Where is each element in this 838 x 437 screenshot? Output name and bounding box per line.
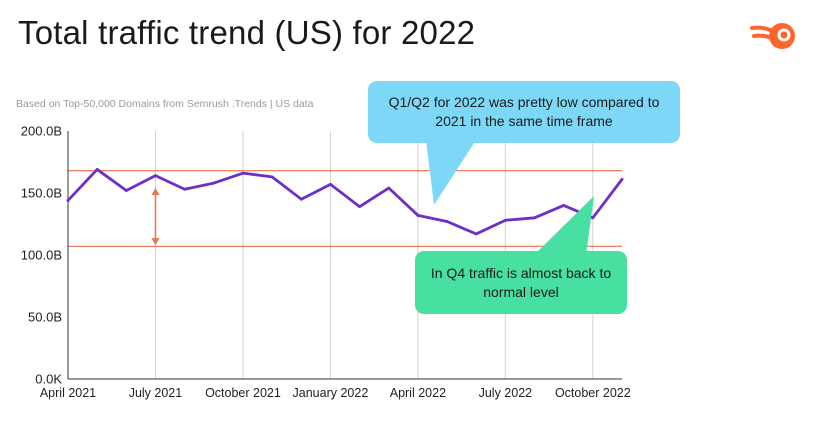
data-point	[329, 182, 332, 186]
annotation-q4-callout: In Q4 traffic is almost back to normal l…	[415, 251, 627, 314]
data-point	[183, 187, 187, 191]
annotation-q4-text: In Q4 traffic is almost back to normal l…	[430, 264, 612, 300]
data-point	[445, 220, 449, 223]
x-tick-label: October 2022	[555, 386, 631, 400]
x-tick-label: April 2021	[40, 386, 96, 400]
annotation-q1q2-callout: Q1/Q2 for 2022 was pretty low compared t…	[368, 81, 680, 143]
y-tick-label: 100.0B	[21, 248, 62, 263]
callout-pointers	[426, 140, 594, 255]
series-line	[66, 168, 624, 236]
y-tick-label: 0.0K	[35, 372, 62, 387]
callout-q4-pointer	[534, 196, 594, 255]
x-tick-label: July 2021	[129, 386, 183, 400]
data-point	[416, 213, 420, 217]
data-point	[241, 171, 245, 175]
range-arrow-head-up	[151, 188, 160, 196]
data-point	[358, 205, 361, 209]
x-tick-label: April 2022	[390, 386, 446, 400]
reference-lines	[68, 170, 622, 247]
data-point	[154, 174, 157, 178]
y-tick-label: 50.0B	[28, 310, 62, 325]
data-point	[533, 216, 536, 220]
data-point	[562, 204, 566, 207]
x-tick-label: July 2022	[479, 386, 533, 400]
range-arrow-head-down	[151, 238, 160, 246]
semrush-logo-icon	[750, 23, 795, 49]
page-title: Total traffic trend (US) for 2022	[18, 14, 476, 51]
x-tick-label: January 2022	[293, 386, 369, 400]
data-point	[299, 197, 303, 201]
data-point	[270, 175, 274, 179]
chart-subtitle: Based on Top-50,000 Domains from Semrush…	[16, 98, 314, 110]
data-point	[124, 189, 128, 192]
data-point	[474, 232, 478, 236]
data-point	[95, 168, 99, 171]
data-point	[620, 177, 624, 181]
data-point	[387, 186, 391, 190]
series-layer	[66, 168, 624, 236]
callout-q1q2-pointer	[426, 140, 476, 205]
data-point	[503, 218, 507, 222]
annotation-q1q2-text: Q1/Q2 for 2022 was pretty low compared t…	[388, 94, 660, 129]
x-tick-label: October 2021	[205, 386, 281, 400]
data-point	[212, 181, 216, 185]
y-tick-label: 200.0B	[21, 124, 62, 139]
y-tick-label: 150.0B	[21, 186, 62, 201]
data-point	[66, 199, 70, 202]
data-point	[591, 216, 595, 220]
axes: 0.0K 50.0B 100.0B 150.0B 200.0B April 2021 Jul…	[21, 124, 631, 401]
